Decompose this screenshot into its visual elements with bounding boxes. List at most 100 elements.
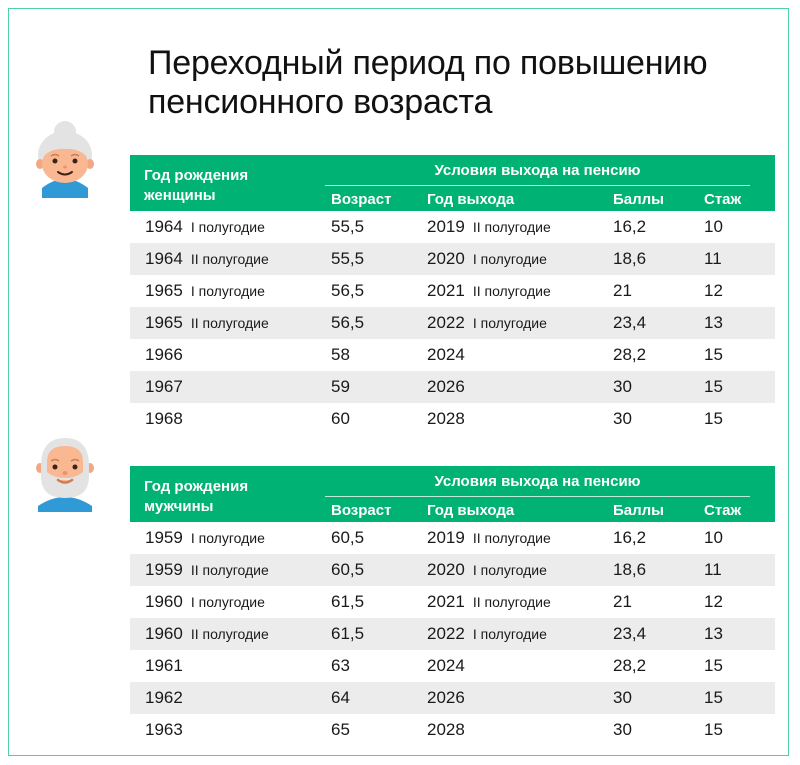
women-table-header: Год рождения женщины Условия выхода на п… [130, 155, 775, 211]
exit-year-cell: 2020 I полугодие [427, 554, 547, 586]
age-cell: 60,5 [331, 560, 365, 579]
elderly-man-icon [30, 432, 100, 512]
elderly-woman-icon [30, 118, 100, 198]
age-cell: 61,5 [331, 624, 365, 643]
age-cell: 56,5 [331, 281, 365, 300]
title-line-1: Переходный период по повышению [148, 44, 708, 82]
birth-year-cell: 1965 I полугодие [145, 275, 265, 307]
table-row: 1961 63 2024 28,2 15 [130, 650, 775, 682]
exit-half-year: II полугодие [472, 283, 551, 299]
header-age: Возраст [331, 191, 392, 208]
birth-half-year: II полугодие [190, 315, 269, 331]
birth-year-cell: 1962 [145, 682, 191, 714]
birth-half-year: II полугодие [190, 562, 269, 578]
exit-year-cell: 2020 I полугодие [427, 243, 547, 275]
women-table: Год рождения женщины Условия выхода на п… [130, 155, 775, 435]
points-cell: 23,4 [613, 624, 647, 643]
table-row: 1967 59 2026 30 15 [130, 371, 775, 403]
exit-year: 2024 [427, 345, 465, 364]
exit-year-cell: 2026 [427, 371, 473, 403]
points-cell: 30 [613, 720, 632, 739]
title-line-2: пенсионного возраста [148, 83, 493, 121]
exit-year: 2020 [427, 560, 465, 579]
exit-year: 2026 [427, 688, 465, 707]
age-cell: 64 [331, 688, 350, 707]
header-experience: Стаж [704, 191, 742, 208]
exit-year-cell: 2024 [427, 650, 473, 682]
exit-year: 2019 [427, 217, 465, 236]
exit-year-cell: 2022 I полугодие [427, 307, 547, 339]
exit-year: 2026 [427, 377, 465, 396]
women-table-body: 1964 I полугодие 55,5 2019 II полугодие 16,2 1… [130, 211, 775, 435]
birth-year: 1965 [145, 281, 183, 300]
exit-half-year: II полугодие [472, 594, 551, 610]
exit-year: 2024 [427, 656, 465, 675]
birth-year: 1964 [145, 249, 183, 268]
birth-year: 1964 [145, 217, 183, 236]
birth-year-cell: 1963 [145, 714, 191, 746]
points-cell: 16,2 [613, 528, 647, 547]
age-cell: 60 [331, 409, 350, 428]
exit-half-year: I полугодие [472, 626, 547, 642]
exit-year: 2021 [427, 281, 465, 300]
birth-year-cell: 1966 [145, 339, 191, 371]
table-row: 1965 II полугодие 56,5 2022 I полугодие 23,4 1… [130, 307, 775, 339]
men-table-header: Год рождения мужчины Условия выхода на п… [130, 466, 775, 522]
birth-year: 1959 [145, 560, 183, 579]
experience-cell: 15 [704, 688, 723, 707]
points-cell: 18,6 [613, 249, 647, 268]
exit-year-cell: 2028 [427, 714, 473, 746]
exit-year-cell: 2019 II полугодие [427, 522, 551, 554]
birth-year: 1965 [145, 313, 183, 332]
exit-year: 2022 [427, 313, 465, 332]
points-cell: 16,2 [613, 217, 647, 236]
exit-year-cell: 2021 II полугодие [427, 586, 551, 618]
exit-year: 2020 [427, 249, 465, 268]
experience-cell: 15 [704, 409, 723, 428]
points-cell: 21 [613, 592, 632, 611]
experience-cell: 15 [704, 720, 723, 739]
page-frame [8, 8, 789, 756]
exit-year-cell: 2021 II полугодие [427, 275, 551, 307]
experience-cell: 10 [704, 217, 723, 236]
exit-half-year: II полугодие [472, 530, 551, 546]
birth-year-cell: 1964 II полугодие [145, 243, 269, 275]
exit-half-year: I полугодие [472, 315, 547, 331]
experience-cell: 12 [704, 592, 723, 611]
table-row: 1968 60 2028 30 15 [130, 403, 775, 435]
exit-year: 2028 [427, 720, 465, 739]
table-row: 1962 64 2026 30 15 [130, 682, 775, 714]
table-row: 1959 I полугодие 60,5 2019 II полугодие 16,2 1… [130, 522, 775, 554]
birth-year: 1962 [145, 688, 183, 707]
header-points: Баллы [613, 502, 664, 519]
birth-half-year: II полугодие [190, 626, 269, 642]
birth-year-cell: 1964 I полугодие [145, 211, 265, 243]
birth-year-cell: 1968 [145, 403, 191, 435]
exit-year-cell: 2026 [427, 682, 473, 714]
exit-year: 2028 [427, 409, 465, 428]
table-row: 1959 II полугодие 60,5 2020 I полугодие 18,6 1… [130, 554, 775, 586]
experience-cell: 11 [704, 249, 722, 268]
points-cell: 23,4 [613, 313, 647, 332]
men-table-body: 1959 I полугодие 60,5 2019 II полугодие 16,2 1… [130, 522, 775, 746]
exit-year-cell: 2019 II полугодие [427, 211, 551, 243]
header-age: Возраст [331, 502, 392, 519]
birth-half-year: I полугодие [190, 283, 265, 299]
header-points: Баллы [613, 191, 664, 208]
table-row: 1966 58 2024 28,2 15 [130, 339, 775, 371]
header-conditions: Условия выхода на пенсию [325, 473, 750, 497]
experience-cell: 12 [704, 281, 723, 300]
birth-year-cell: 1959 I полугодие [145, 522, 265, 554]
exit-year: 2019 [427, 528, 465, 547]
exit-half-year: I полугодие [472, 251, 547, 267]
header-experience: Стаж [704, 502, 742, 519]
points-cell: 21 [613, 281, 632, 300]
age-cell: 56,5 [331, 313, 365, 332]
birth-year-cell: 1965 II полугодие [145, 307, 269, 339]
table-row: 1965 I полугодие 56,5 2021 II полугодие 21 12 [130, 275, 775, 307]
birth-year-cell: 1959 II полугодие [145, 554, 269, 586]
age-cell: 61,5 [331, 592, 365, 611]
birth-year: 1968 [145, 409, 183, 428]
header-exit-year: Год выхода [427, 191, 515, 208]
points-cell: 30 [613, 409, 632, 428]
